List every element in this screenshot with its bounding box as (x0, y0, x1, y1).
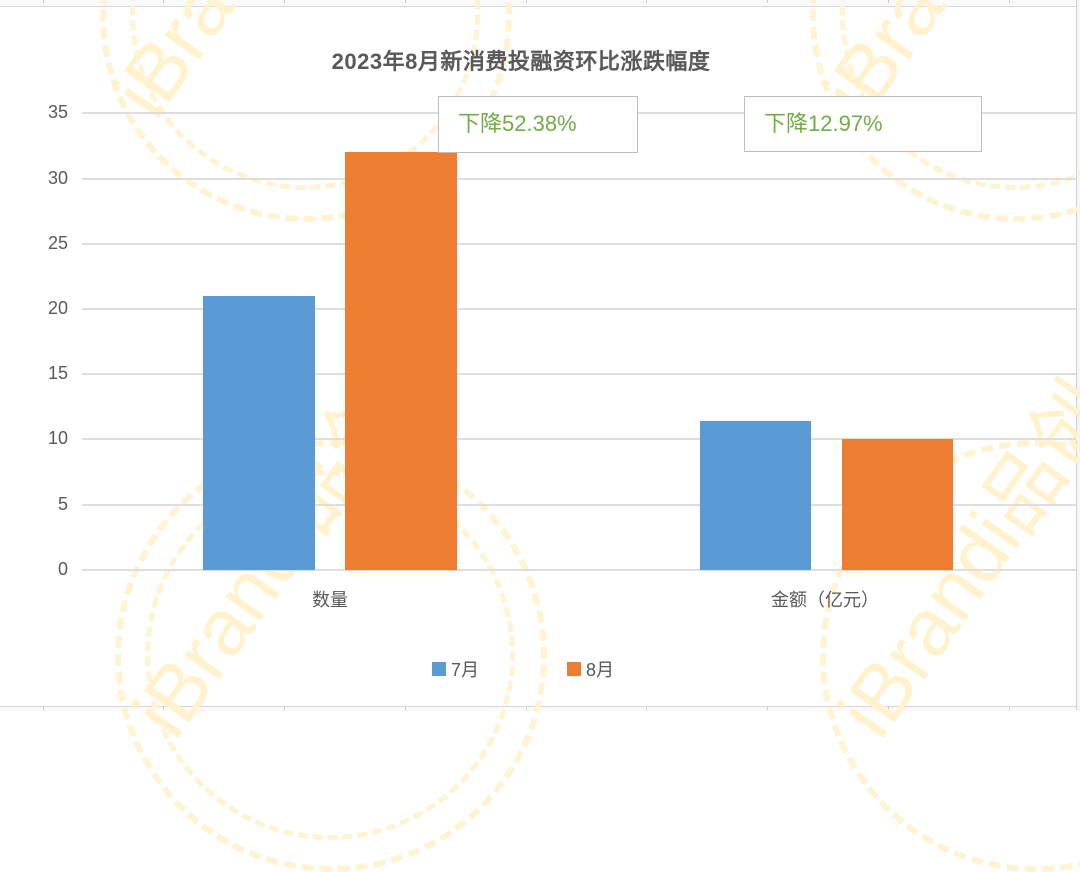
sheet-column-tick (526, 707, 527, 710)
legend-swatch-icon (567, 662, 581, 676)
sheet-column-tick (163, 707, 164, 710)
x-category-label: 数量 (312, 590, 348, 611)
legend-item-august[interactable]: 8月 (567, 656, 614, 682)
y-tick-label: 10 (47, 428, 68, 448)
watermark-circle (840, 0, 1080, 190)
sheet-column-tick (888, 0, 889, 3)
watermark-circle (145, 470, 515, 840)
x-category-label: 金额（亿元） (771, 590, 879, 611)
chart-title-text: 2023年8月新消费投融资环比涨跌幅度 (331, 49, 711, 74)
annotation-text: 下降52.38% (458, 111, 577, 136)
sheet-top-edge (0, 0, 1080, 7)
sheet-column-tick (767, 0, 768, 3)
y-tick-label: 30 (47, 168, 68, 188)
chart-frame-right-border (1076, 0, 1077, 710)
y-tick-label: 0 (57, 559, 68, 579)
sheet-column-tick (888, 707, 889, 710)
gridline (82, 504, 1076, 506)
sheet-column-tick (163, 0, 164, 3)
y-tick-label: 35 (47, 102, 68, 122)
legend-swatch-icon (432, 662, 446, 676)
sheet-column-tick (43, 0, 44, 3)
legend-item-july[interactable]: 7月 (432, 656, 479, 682)
sheet-column-tick (284, 707, 285, 710)
gridline (82, 438, 1076, 440)
bar-august-amount[interactable] (842, 439, 953, 570)
chart-title: 2023年8月新消费投融资环比涨跌幅度 (0, 44, 1080, 76)
y-tick-label: 5 (57, 494, 68, 514)
sheet-bottom-edge (0, 706, 1080, 711)
sheet-column-tick (405, 0, 406, 3)
sheet-column-tick (405, 707, 406, 710)
annotation-text: 下降12.97% (764, 111, 883, 136)
y-tick-label: 20 (47, 298, 68, 318)
gridline (82, 373, 1076, 375)
y-tick-label: 15 (47, 363, 68, 383)
legend-label: 7月 (451, 660, 480, 680)
x-axis-baseline (82, 569, 1076, 571)
sheet-column-tick (284, 0, 285, 3)
sheet-column-tick (526, 0, 527, 3)
gridline (82, 308, 1076, 310)
y-tick-label: 25 (47, 233, 68, 253)
chart-frame-right-margin (1077, 0, 1080, 710)
annotation-box-count: 下降52.38% (438, 96, 638, 153)
sheet-column-tick (646, 0, 647, 3)
bar-august-count[interactable] (345, 152, 457, 570)
gridline (82, 243, 1076, 245)
bar-july-amount[interactable] (700, 421, 811, 570)
sheet-column-tick (1009, 0, 1010, 3)
sheet-column-tick (767, 707, 768, 710)
gridline (82, 178, 1076, 180)
sheet-column-tick (1009, 707, 1010, 710)
sheet-column-tick (646, 707, 647, 710)
sheet-column-tick (43, 707, 44, 710)
bar-july-count[interactable] (203, 296, 315, 570)
legend: 7月 8月 (0, 656, 1080, 680)
annotation-box-amount: 下降12.97% (744, 96, 982, 152)
legend-label: 8月 (586, 660, 615, 680)
